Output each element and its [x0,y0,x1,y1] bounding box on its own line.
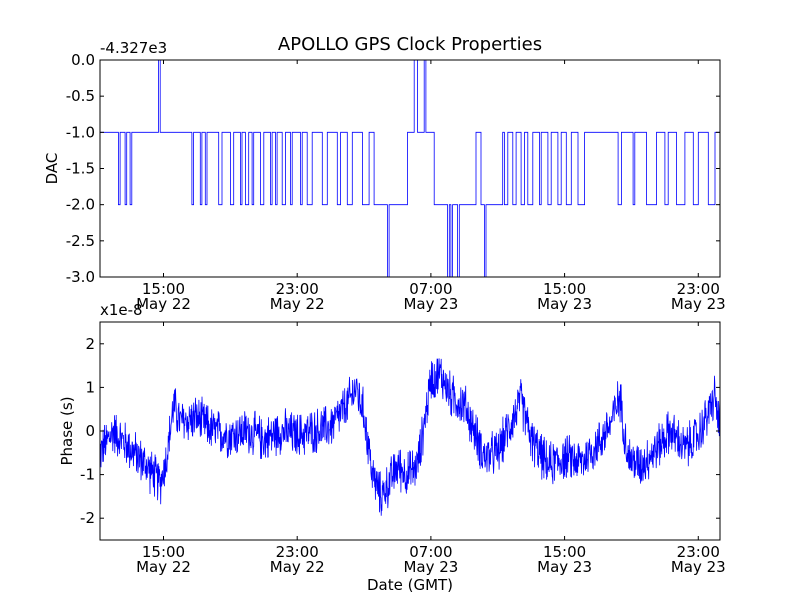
x-tick-date: May 22 [270,295,325,313]
x-tick-date: May 22 [136,295,191,313]
y-tick-label: 0.0 [71,51,95,69]
y-tick-label: -2.0 [66,196,95,214]
x-tick-date: May 23 [671,558,726,576]
x-tick-date: May 23 [403,558,458,576]
y-tick-label: -1.5 [66,160,95,178]
x-tick-time: 07:00 [409,280,452,298]
x-tick-date: May 23 [537,558,592,576]
x-tick-date: May 23 [403,295,458,313]
y-tick-label: -1 [80,466,95,484]
axis-offset-label: x1e-8 [100,301,143,319]
x-tick-time: 23:00 [677,543,720,561]
axis-offset-label: -4.327e3 [100,39,167,57]
y-tick-label: -0.5 [66,87,95,105]
y-tick-label: -3.0 [66,268,95,286]
x-axis-label: Date (GMT) [367,576,453,594]
y-tick-label: 2 [85,335,95,353]
x-tick-date: May 22 [270,558,325,576]
x-tick-time: 23:00 [276,280,319,298]
y-tick-label: -1.0 [66,123,95,141]
x-tick-date: May 23 [537,295,592,313]
y-tick-label: 0 [85,422,95,440]
x-tick-time: 07:00 [409,543,452,561]
y-tick-label: 1 [85,378,95,396]
y-tick-label: -2 [80,509,95,527]
x-tick-time: 15:00 [543,280,586,298]
x-tick-time: 15:00 [142,543,185,561]
series-line [100,60,720,277]
x-tick-time: 15:00 [142,280,185,298]
x-tick-time: 23:00 [677,280,720,298]
x-tick-date: May 22 [136,558,191,576]
x-tick-time: 15:00 [543,543,586,561]
x-tick-date: May 23 [671,295,726,313]
x-tick-time: 23:00 [276,543,319,561]
y-tick-label: -2.5 [66,232,95,250]
y-axis-label: Phase (s) [58,396,76,465]
y-axis-label: DAC [43,153,61,185]
chart-title: APOLLO GPS Clock Properties [278,34,542,55]
series-line [100,358,720,516]
